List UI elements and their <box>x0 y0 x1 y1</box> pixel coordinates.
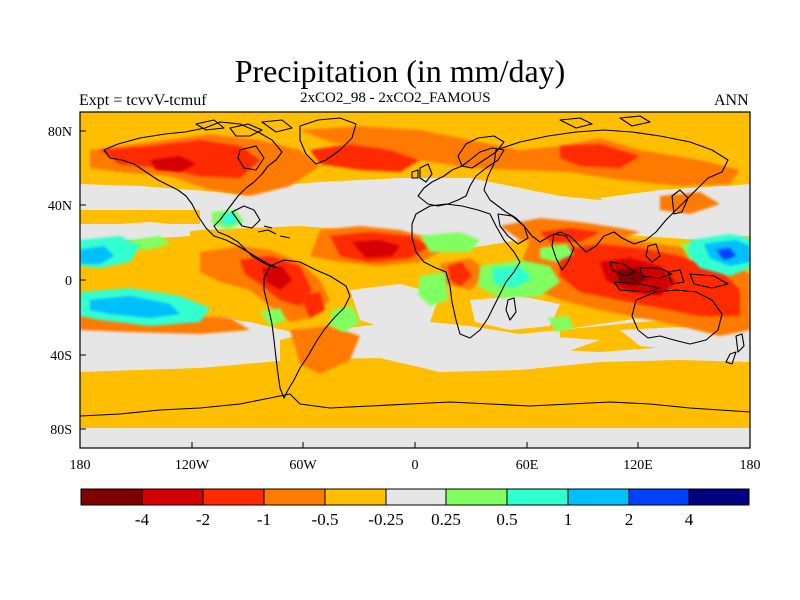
colorbar-label: 4 <box>685 510 694 529</box>
precipitation-field <box>80 112 750 448</box>
x-tick-label: 120W <box>175 458 210 473</box>
colorbar-box <box>628 488 690 506</box>
colorbar-labels: -4 -2 -1 -0.5 -0.25 0.25 0.5 1 2 4 <box>135 510 694 529</box>
coast-gulf <box>231 205 261 229</box>
colorbar-box <box>445 488 508 506</box>
x-tick-label: 120E <box>623 458 653 473</box>
coast-scandinavia <box>457 135 505 169</box>
x-tick-label: 0 <box>412 458 419 473</box>
coast-antarctica <box>80 393 750 417</box>
colorbar-label: 2 <box>625 510 634 529</box>
colorbar-label: -1 <box>257 510 271 529</box>
field-blue-regions <box>716 248 736 260</box>
coast-new-zealand <box>725 333 745 365</box>
coast-arabia <box>497 213 529 245</box>
colorbar-boxes <box>80 488 750 506</box>
colorbar-box <box>324 488 387 506</box>
field-lightblue-regions <box>80 240 750 318</box>
colorbar-box <box>202 488 265 506</box>
colorbar-label: 0.25 <box>431 510 461 529</box>
coast-canada-islands <box>195 119 293 137</box>
coast-australia <box>631 289 723 345</box>
y-tick-label: 80N <box>48 125 72 140</box>
field-maroon-regions <box>616 268 648 286</box>
coast-indonesia <box>609 261 729 293</box>
colorbar-box <box>263 488 326 506</box>
coast-south-america <box>263 259 351 399</box>
coast-greenland <box>299 117 357 165</box>
colorbar-box <box>385 488 447 506</box>
y-tick-label: 80S <box>50 423 72 438</box>
colorbar-label: -4 <box>135 510 150 529</box>
colorbar-label: -2 <box>196 510 210 529</box>
coast-siberia-islands <box>559 115 651 129</box>
field-neutral-regions <box>80 178 750 362</box>
map-ticks <box>79 130 751 448</box>
colorbar-label: 1 <box>564 510 573 529</box>
coast-philippines <box>645 243 661 263</box>
coast-india <box>551 233 575 271</box>
difference-label: 2xCO2_98 - 2xCO2_FAMOUS <box>300 90 491 106</box>
colorbar-box <box>688 488 750 506</box>
coast-madagascar <box>505 297 517 321</box>
colorbar-label: 0.5 <box>496 510 517 529</box>
coast-asia <box>483 129 729 253</box>
main-title: Precipitation (in mm/day) <box>234 53 566 89</box>
coastlines <box>80 115 750 417</box>
colorbar-box <box>141 488 204 506</box>
colorbar-label: -0.25 <box>368 510 403 529</box>
colorbar-label: -0.5 <box>312 510 339 529</box>
y-tick-label: 0 <box>65 274 72 289</box>
x-tick-label: 60E <box>516 458 539 473</box>
x-tick-label: 180 <box>70 458 91 473</box>
y-tick-label: 40N <box>48 199 72 214</box>
x-axis-labels: 180 120W 60W 0 60E 120E 180 <box>70 458 761 473</box>
coast-north-america <box>103 121 283 269</box>
colorbar-box <box>567 488 630 506</box>
experiment-label: Expt = tcvvV-tcmuf <box>79 92 207 109</box>
coast-caribbean <box>257 225 291 239</box>
coast-japan <box>671 189 689 215</box>
coast-britain <box>411 163 433 183</box>
coast-europe <box>417 147 505 207</box>
colorbar-box <box>80 488 143 506</box>
x-tick-label: 60W <box>289 458 317 473</box>
coast-hudson <box>237 145 265 171</box>
colorbar: -4 -2 -1 -0.5 -0.25 0.25 0.5 1 2 4 <box>80 488 750 529</box>
season-label: ANN <box>714 92 749 109</box>
y-tick-label: 40S <box>50 349 72 364</box>
x-tick-label: 180 <box>740 458 761 473</box>
y-axis-labels: 80N 40N 0 40S 80S <box>48 125 72 438</box>
colorbar-box <box>506 488 569 506</box>
coast-africa <box>411 203 521 339</box>
map-frame <box>79 111 751 449</box>
